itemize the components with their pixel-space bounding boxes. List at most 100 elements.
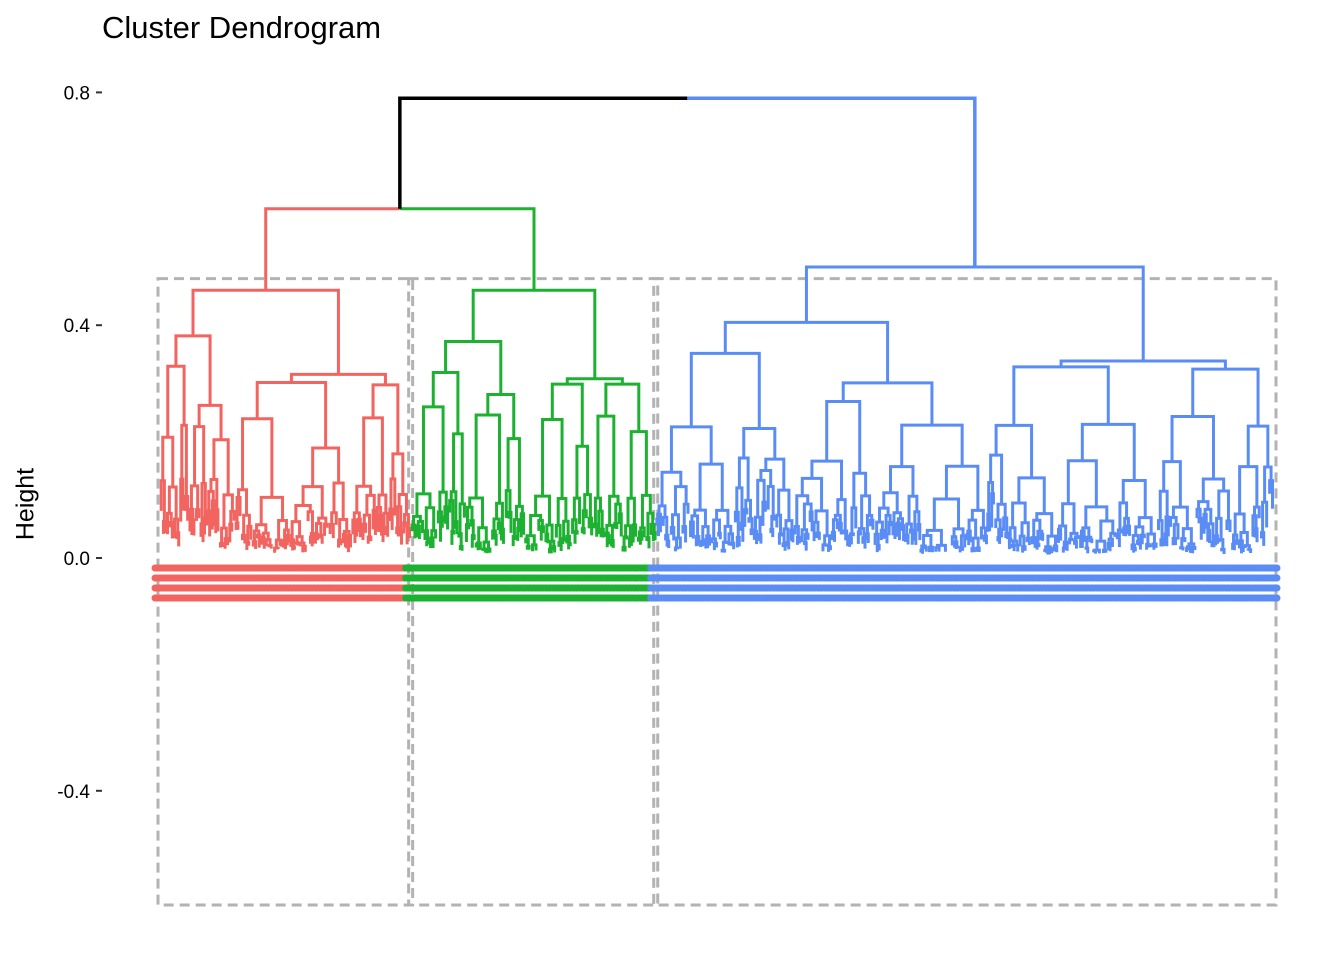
branch-segment xyxy=(873,532,880,546)
branch-segment xyxy=(996,536,1002,544)
branch-segment xyxy=(1004,531,1010,540)
branch-segment xyxy=(1014,543,1020,552)
branch-segment xyxy=(1010,543,1016,552)
branch-segment xyxy=(341,532,347,548)
branch-segment xyxy=(1202,512,1208,534)
branch-segment xyxy=(355,484,373,513)
branch-segment xyxy=(952,527,965,537)
branch-segment xyxy=(883,533,889,544)
branch-segment xyxy=(573,530,579,544)
branch-segment xyxy=(439,521,444,542)
branch-segment xyxy=(1115,532,1121,548)
branch-segment xyxy=(689,520,695,539)
branch-segment xyxy=(733,510,740,538)
branch-segment xyxy=(701,525,710,542)
branch-segment xyxy=(474,413,502,504)
branch-segment xyxy=(1259,531,1266,546)
branch-segment xyxy=(742,426,777,460)
branch-segment xyxy=(416,520,424,534)
branch-segment xyxy=(887,520,893,536)
branch-segment xyxy=(827,545,832,552)
branch-segment xyxy=(694,535,701,547)
y-axis: 0.8 0.4 0.0 -0.4 xyxy=(57,83,102,803)
branch-segment xyxy=(486,392,516,439)
branch-segment xyxy=(891,522,897,539)
branch-segment xyxy=(571,518,578,534)
branch-segment xyxy=(362,416,384,495)
branch-segment xyxy=(561,537,567,545)
branch-segment xyxy=(246,524,253,543)
branch-segment xyxy=(1170,415,1215,480)
branch-segment xyxy=(289,372,387,385)
cluster-2-box xyxy=(407,277,660,907)
branch-segment xyxy=(810,459,844,500)
branch-segment xyxy=(448,499,455,532)
branch-segment xyxy=(261,536,266,549)
cluster-1-box xyxy=(156,277,415,907)
branch-segment xyxy=(727,532,735,546)
branch-segment xyxy=(622,535,629,548)
branch-segment xyxy=(757,533,763,544)
branch-segment xyxy=(920,544,927,551)
branch-segment xyxy=(551,545,557,553)
branch-segment xyxy=(210,499,216,530)
branch-segment xyxy=(1066,459,1098,507)
branch-segment xyxy=(470,534,476,548)
branch-segment xyxy=(277,519,288,541)
branch-segment xyxy=(743,508,749,527)
branch-segment xyxy=(314,532,319,544)
root-branch-right xyxy=(687,96,977,267)
branch-segment xyxy=(989,453,1004,505)
cluster-1-tree xyxy=(159,288,412,553)
branch-segment xyxy=(1118,501,1129,531)
branch-segment xyxy=(994,518,1002,530)
branch-segment xyxy=(729,541,736,550)
branch-segment xyxy=(795,535,801,545)
branch-segment xyxy=(430,529,438,539)
branch-segment xyxy=(207,490,215,511)
branch-segment xyxy=(261,531,270,540)
branch-segment xyxy=(1061,546,1067,553)
branch-segment xyxy=(922,534,933,548)
branch-segment xyxy=(395,526,400,537)
branch-segment xyxy=(986,512,992,532)
branch-segment xyxy=(1171,505,1189,529)
branch-segment xyxy=(896,517,905,526)
branch-segment xyxy=(1180,537,1187,548)
branch-segment xyxy=(255,380,328,449)
branch-segment xyxy=(323,522,329,536)
y-tick-label: 0.0 xyxy=(64,549,90,570)
branch-segment xyxy=(452,432,464,504)
branch-segment xyxy=(539,525,545,541)
branch-segment xyxy=(396,505,403,531)
cluster-1-leaves xyxy=(151,564,418,602)
branch-segment xyxy=(629,430,648,499)
branch-segment xyxy=(371,508,377,535)
branch-segment xyxy=(1159,538,1165,547)
branch-segment xyxy=(775,513,783,535)
branch-segment xyxy=(525,545,531,550)
branch-segment xyxy=(781,542,787,551)
merge-branch-left xyxy=(264,207,400,291)
branch-segment xyxy=(804,265,1145,361)
branch-segment xyxy=(875,520,884,535)
branch-segment xyxy=(815,531,821,540)
branch-segment xyxy=(869,518,875,530)
branch-segment xyxy=(1012,365,1110,426)
branch-segment xyxy=(704,538,710,549)
branch-segment xyxy=(511,534,518,547)
branch-segment xyxy=(189,484,200,510)
branch-segment xyxy=(958,546,965,553)
branch-segment xyxy=(1035,543,1041,550)
branch-segment xyxy=(1084,505,1109,528)
branch-segment xyxy=(449,490,458,522)
branch-segment xyxy=(366,535,373,544)
branch-segment xyxy=(1081,526,1091,538)
branch-segment xyxy=(987,480,995,515)
branch-segment xyxy=(444,340,503,395)
branch-segment xyxy=(361,522,368,541)
branch-segment xyxy=(681,525,688,543)
branch-segment xyxy=(314,521,323,536)
branch-segment xyxy=(1011,501,1027,528)
branch-segment xyxy=(1084,546,1090,554)
